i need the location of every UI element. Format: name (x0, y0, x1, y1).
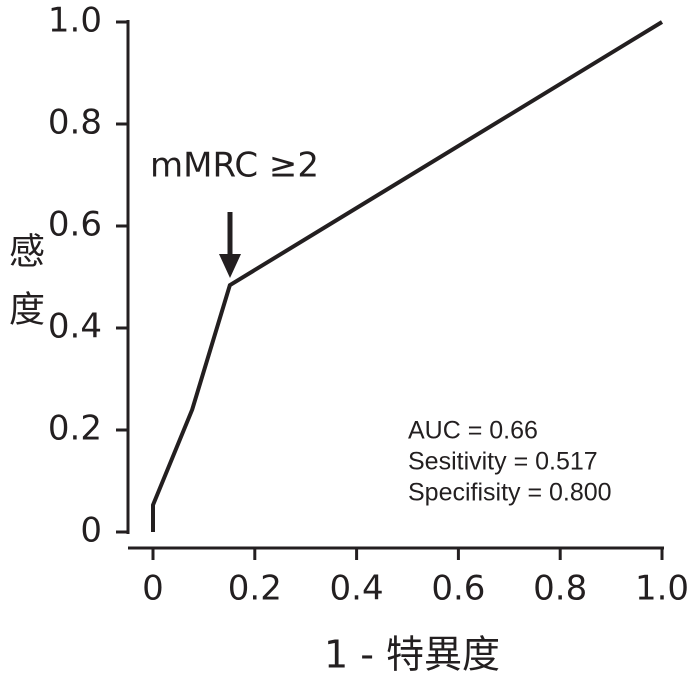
annotation: mMRC ≥2 (150, 146, 319, 186)
arrow-head (219, 254, 241, 278)
roc-line (151, 20, 664, 532)
y-tick-label: 0.6 (48, 205, 102, 245)
x-axis-label: 1 - 特異度 (324, 633, 500, 677)
x-tick-label: 0.6 (431, 569, 485, 609)
x-tick-label: 1.0 (635, 569, 689, 609)
annotation: AUC = 0.66 (408, 417, 538, 445)
y-tick-label: 0.2 (48, 409, 102, 449)
y-tick-label: 0.4 (48, 307, 102, 347)
x-tick-label: 0.4 (330, 569, 384, 609)
y-tick-label: 1.0 (48, 1, 102, 41)
x-tick-label: 0.2 (228, 569, 282, 609)
annotation: Sesitivity = 0.517 (408, 448, 598, 476)
y-axis-label: 感度 (3, 232, 44, 348)
x-tick-label: 0.8 (533, 569, 587, 609)
x-tick-label: 0 (142, 569, 164, 609)
annotation: Specifisity = 0.800 (408, 479, 612, 507)
y-tick-label: 0.8 (48, 103, 102, 143)
y-tick-label: 0 (80, 511, 102, 551)
